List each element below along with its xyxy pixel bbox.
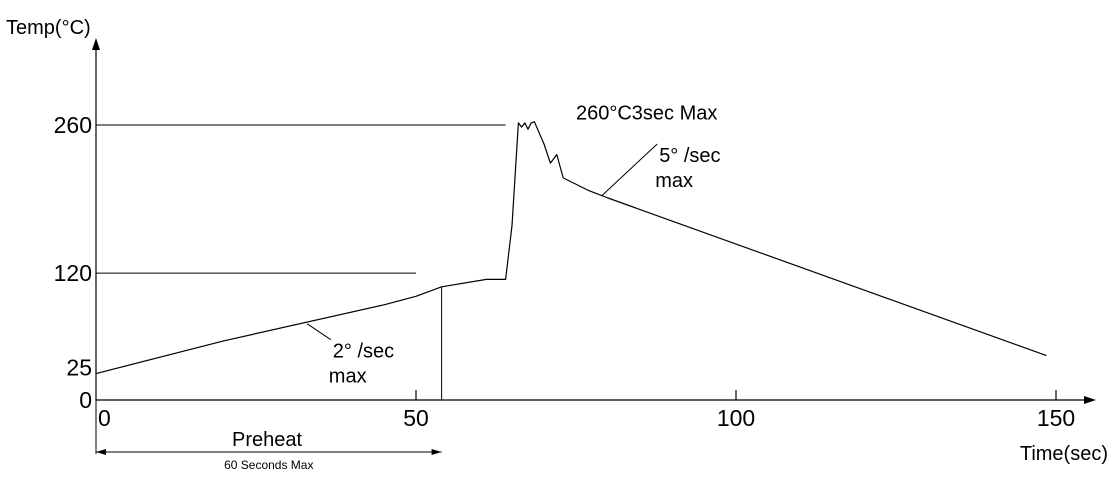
temperature-profile-line (95, 121, 1047, 375)
y-tick-label-25: 25 (66, 355, 92, 381)
y-tick-label-0: 0 (79, 387, 92, 413)
x-tick-label-100: 100 (717, 405, 755, 431)
y-axis-title: Temp(°C) (6, 17, 91, 39)
annotation-rate-2-line1: 2° /sec (333, 341, 394, 363)
x-tick-label-150: 150 (1037, 405, 1075, 431)
x-tick-label-50: 50 (403, 405, 429, 431)
y-tick-label-260: 260 (54, 112, 92, 138)
x-axis-arrow-icon (1084, 396, 1096, 404)
annotation-rate-1-line1: 5° /sec (659, 145, 720, 167)
annotation-rate-1-leader (601, 143, 658, 197)
annotation-rate-2-leader (306, 323, 332, 341)
annotation-peak-limit: 260°C3sec Max (576, 103, 717, 125)
y-axis-arrow-icon (92, 38, 100, 50)
y-tick-label-120: 120 (54, 260, 92, 286)
x-tick-label-0: 0 (98, 405, 111, 431)
annotation-rate-1-line2: max (655, 170, 693, 192)
span-left-arrow-icon (96, 449, 106, 455)
x-axis-title: Time(sec) (1020, 443, 1108, 465)
preheat-span-label: 60 Seconds Max (224, 458, 313, 472)
preheat-label: Preheat (232, 429, 302, 451)
annotation-rate-2-line2: max (329, 366, 367, 388)
span-right-arrow-icon (431, 449, 442, 455)
